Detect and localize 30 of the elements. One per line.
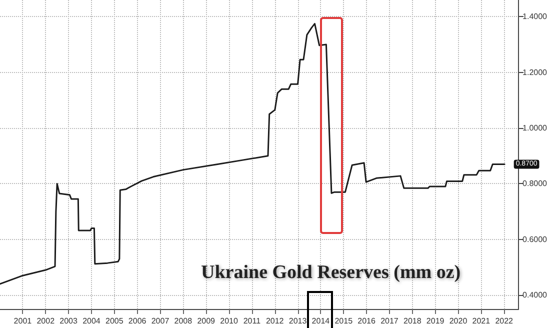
x-tick-label: 2017 bbox=[380, 316, 399, 326]
y-tick-label: 0.6000 bbox=[522, 234, 548, 244]
x-tick-label: 2014 bbox=[312, 316, 330, 326]
x-tick-label: 2008 bbox=[174, 316, 193, 326]
x-tick-label: 2015 bbox=[334, 316, 354, 326]
x-tick-label: 2001 bbox=[14, 316, 32, 326]
x-tick-label: 2002 bbox=[36, 316, 56, 326]
y-tick-label: 1.2000 bbox=[522, 68, 548, 77]
line-series bbox=[0, 22, 506, 285]
x-tick-label: 2021 bbox=[472, 316, 491, 326]
x-tick-label: 2019 bbox=[426, 316, 445, 326]
y-tick-label: 1.4000 bbox=[522, 12, 548, 22]
x-tick-label: 2022 bbox=[495, 316, 514, 326]
text: Ukraine Gold Reserves (mm oz) bbox=[201, 262, 461, 283]
x-tick-label: 2020 bbox=[449, 316, 468, 326]
x-tick-label: 2011 bbox=[243, 316, 262, 326]
x-tick-label: 2012 bbox=[266, 316, 284, 326]
x-tick-label: 2006 bbox=[128, 316, 147, 326]
y-tick-label: 0.8000 bbox=[522, 179, 548, 188]
x-tick-label: 2003 bbox=[60, 316, 78, 326]
x-tick-label: 2018 bbox=[403, 316, 422, 326]
y-tick-label: 0.4000 bbox=[522, 290, 548, 300]
x-tick-label: 2007 bbox=[151, 316, 170, 326]
x-tick-label: 2005 bbox=[105, 316, 124, 326]
x-tick-label: 2013 bbox=[288, 316, 308, 326]
x-tick-label: 2004 bbox=[82, 316, 101, 326]
y-tick-label: 1.0000 bbox=[522, 124, 548, 133]
x-tick-label: 2010 bbox=[220, 316, 238, 326]
x-tick-label: 2009 bbox=[197, 316, 216, 326]
x-tick-label: 2016 bbox=[358, 316, 376, 326]
